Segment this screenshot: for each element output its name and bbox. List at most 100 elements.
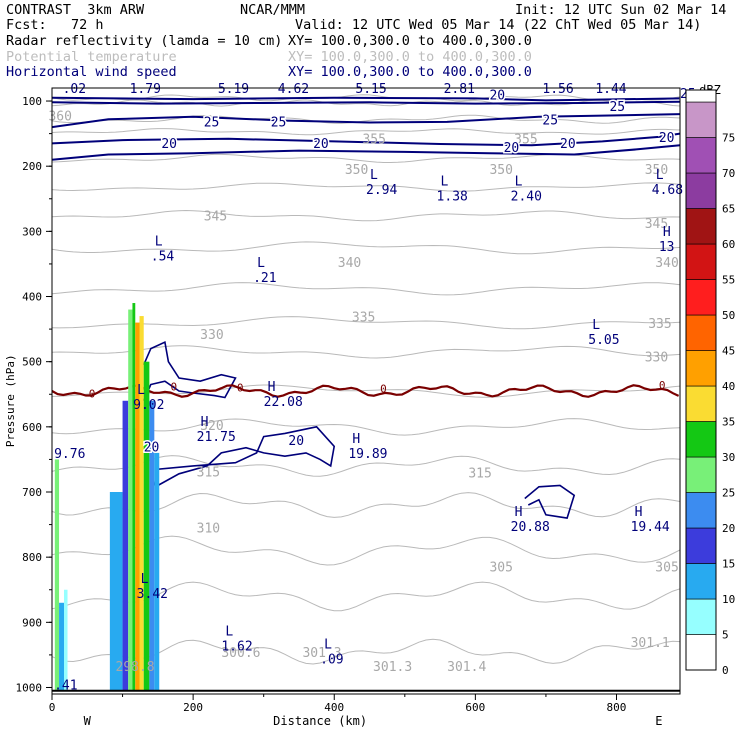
- colorbar-level-label: 15: [722, 558, 735, 571]
- theta-label: 355: [514, 132, 537, 147]
- extremum-value: 20.88: [511, 520, 550, 535]
- wind-label: 25: [542, 113, 558, 128]
- theta-contour: [51, 114, 681, 124]
- extremum-value: 5.19: [218, 82, 249, 97]
- colorbar: dBZ051015202530354045505560657075: [685, 83, 735, 677]
- colorbar-level-label: 5: [722, 629, 729, 642]
- wind-label: 25: [271, 115, 287, 130]
- reflectivity-column: [135, 322, 140, 691]
- wind-label: 20: [504, 141, 520, 156]
- freezing-label: 0: [171, 380, 178, 393]
- wind-contour: [51, 100, 681, 105]
- reflectivity-column: [139, 316, 144, 691]
- wind-contour: [51, 96, 681, 102]
- y-tick-label: 200: [22, 160, 42, 173]
- field-name-wind: Horizontal wind speed: [6, 64, 177, 80]
- extremum-marker: H: [663, 225, 671, 240]
- theta-label: 340: [338, 256, 361, 271]
- theta-label: 300.6: [221, 646, 260, 661]
- extremum-value: 21.75: [197, 430, 236, 445]
- extremum-value: .54: [151, 250, 175, 265]
- colorbar-swatch: [685, 598, 717, 635]
- extremum-marker: L: [656, 168, 664, 183]
- extremum-marker: L: [225, 624, 233, 639]
- theta-contour: [51, 153, 681, 163]
- colorbar-swatch: [685, 279, 717, 316]
- y-tick-label: 400: [22, 291, 42, 304]
- colorbar-level-label: 70: [722, 167, 735, 180]
- theta-label: 305: [489, 560, 512, 575]
- colorbar-swatch: [685, 421, 717, 458]
- wind-contour: [51, 113, 681, 129]
- colorbar-level-label: 30: [722, 451, 735, 464]
- extremum-marker: L: [257, 256, 265, 271]
- theta-label: 330: [200, 328, 223, 343]
- extremum-value: 1.38: [437, 190, 468, 205]
- theta-contour: [51, 418, 681, 436]
- y-tick-label: 800: [22, 551, 42, 564]
- colorbar-level-label: 40: [722, 380, 735, 393]
- wind-contour: [51, 132, 681, 147]
- colorbar-swatch: [685, 208, 717, 245]
- theta-label: 301.3: [373, 660, 412, 675]
- colorbar-level-label: 10: [722, 593, 735, 606]
- theta-contour: [51, 282, 681, 296]
- extremum-value: 9.02: [133, 398, 164, 413]
- colorbar-level-label: 20: [722, 522, 735, 535]
- reflectivity-column: [154, 452, 160, 691]
- extremum-marker: L: [441, 175, 449, 190]
- theta-label: 305: [655, 560, 678, 575]
- colorbar-level-label: 45: [722, 345, 735, 358]
- colorbar-swatch: [685, 385, 717, 422]
- extremum-value: 19.44: [631, 520, 670, 535]
- extremum-value: 4.68: [652, 183, 683, 198]
- extremum-value: .21: [253, 271, 276, 286]
- colorbar-swatch: [685, 137, 717, 174]
- reflectivity-column: [143, 361, 150, 691]
- field-xy-wind: XY= 100.0,300.0 to 400.0,300.0: [288, 64, 532, 80]
- extremum-value: 1.62: [221, 639, 252, 654]
- theta-label: 301.3: [302, 646, 341, 661]
- theta-label: 340: [655, 256, 678, 271]
- wind-label: 20: [144, 441, 160, 456]
- reflectivity-column: [63, 589, 68, 691]
- extremum-value: 3.42: [137, 587, 168, 602]
- colorbar-level-label: 60: [722, 238, 735, 251]
- theta-contour: [51, 345, 681, 359]
- colorbar-swatch: [685, 634, 717, 671]
- y-tick-label: 500: [22, 356, 42, 369]
- freezing-label: 0: [89, 388, 96, 401]
- theta-contour: [51, 182, 681, 192]
- y-axis-label: Pressure (hPa): [4, 354, 17, 447]
- y-tick-label: 100: [22, 95, 42, 108]
- field-xy-theta: XY= 100.0,300.0 to 400.0,300.0: [288, 49, 532, 65]
- x-axis-label: Distance (km): [273, 714, 367, 728]
- theta-label: 301.1: [631, 636, 670, 651]
- init-time: Init: 12 UTC Sun 02 Mar 14: [515, 2, 727, 18]
- colorbar-swatch: [685, 172, 717, 209]
- wind-label: 20: [313, 137, 329, 152]
- colorbar-level-label: 0: [722, 664, 729, 677]
- extremum-value: 4.62: [278, 82, 309, 97]
- theta-label: 345: [645, 217, 668, 232]
- wind-label: 20: [489, 89, 505, 104]
- colorbar-swatch: [685, 350, 717, 387]
- wind-label: 20: [560, 137, 576, 152]
- theta-contour: [51, 94, 681, 102]
- theta-label: 310: [197, 521, 220, 536]
- theta-label: 315: [197, 465, 220, 480]
- x-tick-label: 800: [607, 701, 627, 714]
- colorbar-level-label: 75: [722, 132, 735, 145]
- plot-area: 360 355 355 350 350 350 345 345 340 340 335 335 330 3…: [4, 82, 697, 728]
- colorbar-level-label: 55: [722, 274, 735, 287]
- colorbar-frame: [685, 89, 717, 671]
- extremum-marker: L: [515, 175, 523, 190]
- org-label: NCAR/MMM: [240, 2, 306, 18]
- wind-contour: [51, 144, 681, 161]
- extremum-marker: L: [592, 318, 600, 333]
- theta-label: 350: [489, 163, 512, 178]
- x-tick-label: 600: [465, 701, 485, 714]
- colorbar-level-label: 35: [722, 416, 735, 429]
- theta-label: 301.4: [447, 660, 486, 675]
